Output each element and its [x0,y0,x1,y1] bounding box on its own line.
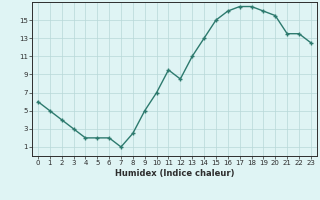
X-axis label: Humidex (Indice chaleur): Humidex (Indice chaleur) [115,169,234,178]
